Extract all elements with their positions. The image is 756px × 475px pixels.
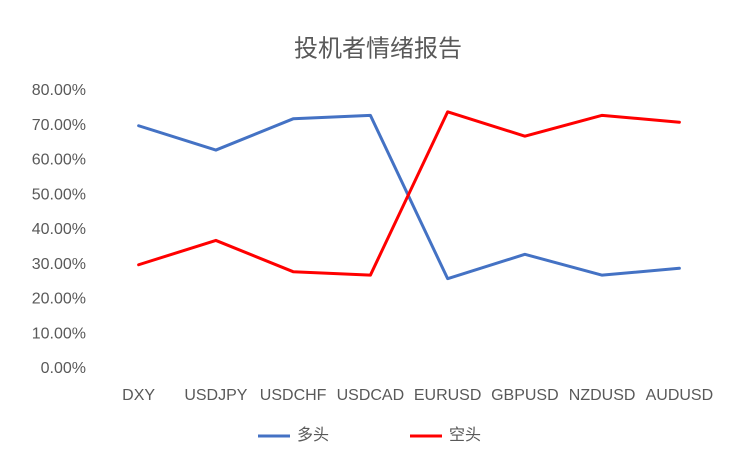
x-tick-label: EURUSD (414, 387, 482, 404)
y-tick-label: 30.00% (32, 256, 86, 273)
x-tick-label: USDJPY (184, 387, 247, 404)
y-tick-label: 80.00% (32, 82, 86, 99)
y-tick-label: 60.00% (32, 152, 86, 169)
y-tick-label: 50.00% (32, 186, 86, 203)
x-tick-label: USDCAD (337, 387, 405, 404)
y-tick-label: 20.00% (32, 291, 86, 308)
y-tick-label: 40.00% (32, 221, 86, 238)
x-tick-label: GBPUSD (491, 387, 559, 404)
x-tick-label: AUDUSD (646, 387, 714, 404)
legend-label: 多头 (297, 426, 329, 444)
legend-label: 空头 (449, 426, 481, 444)
y-tick-label: 10.00% (32, 325, 86, 342)
x-tick-label: USDCHF (260, 387, 327, 404)
y-tick-label: 0.00% (41, 360, 86, 377)
x-tick-label: NZDUSD (569, 387, 636, 404)
x-tick-label: DXY (122, 387, 155, 404)
chart-title: 投机者情绪报告 (294, 35, 462, 62)
y-tick-label: 70.00% (32, 117, 86, 134)
series-line (137, 110, 681, 277)
